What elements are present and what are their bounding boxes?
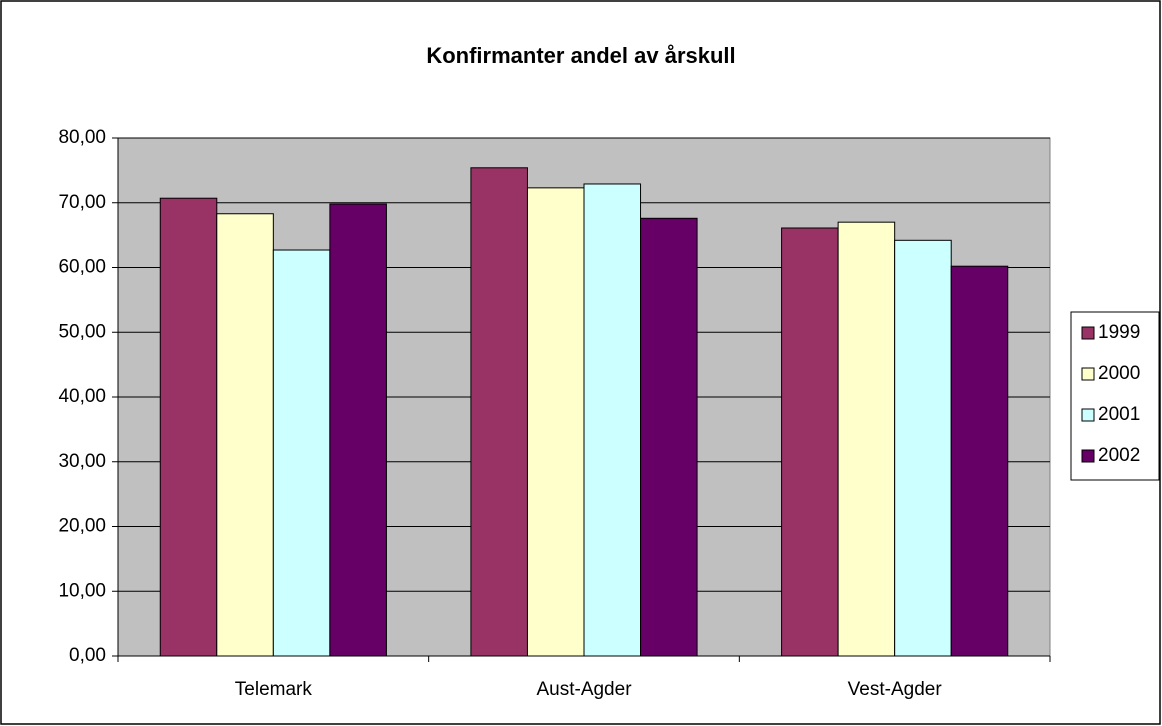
x-tick-label: Aust-Agder (536, 679, 632, 700)
legend-swatch (1081, 367, 1095, 381)
legend-label: 2001 (1098, 404, 1140, 425)
legend-swatch (1081, 408, 1095, 422)
x-tick-label: Vest-Agder (848, 679, 943, 700)
bar (583, 183, 642, 657)
bar (216, 213, 274, 657)
y-tick-label: 10,00 (58, 580, 106, 601)
y-tick-label: 40,00 (58, 386, 106, 407)
y-tick-label: 80,00 (58, 127, 106, 148)
y-tick-label: 60,00 (58, 257, 106, 278)
bar (526, 187, 585, 657)
bar (470, 167, 528, 657)
y-tick-label: 70,00 (58, 192, 106, 213)
legend-label: 1999 (1098, 322, 1140, 343)
bar (640, 217, 698, 657)
y-tick-label: 50,00 (58, 321, 106, 342)
y-tick-label: 0,00 (69, 645, 106, 666)
bar (894, 239, 952, 657)
legend-label: 2000 (1098, 363, 1140, 384)
bar (837, 221, 896, 657)
y-tick-label: 30,00 (58, 451, 106, 472)
bar (950, 265, 1009, 657)
bar (329, 203, 387, 657)
chart-title: Konfirmanter andel av årskull (426, 43, 735, 68)
legend-swatch (1081, 326, 1095, 340)
legend-swatch (1081, 449, 1095, 463)
bar (781, 227, 839, 657)
x-tick-label: Telemark (235, 679, 313, 700)
bar (159, 197, 218, 657)
legend-label: 2002 (1098, 445, 1140, 466)
bar (272, 249, 331, 657)
y-tick-label: 20,00 (58, 516, 106, 537)
